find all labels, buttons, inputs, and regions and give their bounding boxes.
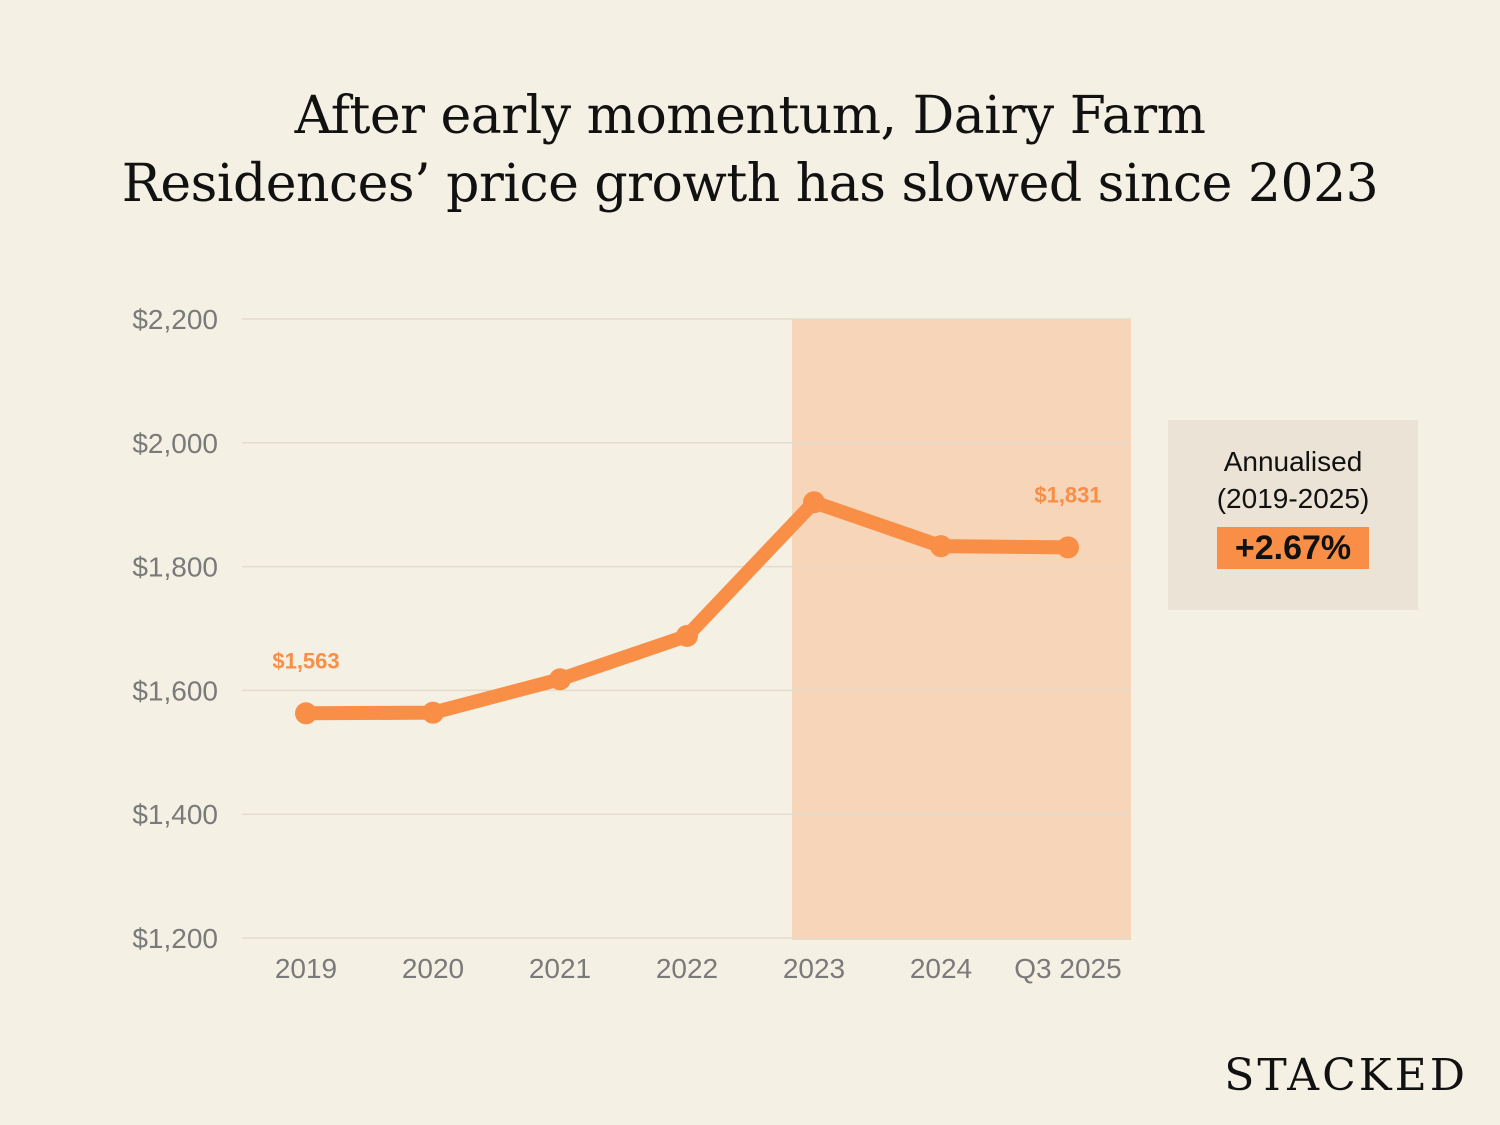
data-point — [422, 701, 444, 724]
data-label: $1,831 — [1034, 482, 1101, 507]
annualised-period: (2019-2025) — [1216, 483, 1370, 514]
stacked-logo: STACKED — [1224, 1050, 1468, 1101]
x-tick-label: 2022 — [656, 953, 718, 984]
x-tick-label: 2019 — [275, 953, 337, 984]
x-tick-label: 2020 — [402, 953, 464, 984]
data-label: $1,563 — [272, 648, 339, 673]
x-tick-label: 2024 — [910, 953, 972, 984]
data-point — [803, 491, 825, 514]
data-point — [676, 624, 698, 647]
y-tick-label: $2,200 — [132, 304, 218, 335]
data-point — [549, 668, 571, 691]
data-point — [295, 702, 317, 725]
chart-title: After early momentum, Dairy Farm Residen… — [0, 82, 1500, 218]
y-tick-label: $2,000 — [132, 428, 218, 459]
y-tick-label: $1,800 — [132, 552, 218, 583]
highlight-region — [792, 319, 1131, 940]
x-tick-label: Q3 2025 — [1014, 953, 1121, 984]
title-line-2: Residences’ price growth has slowed sinc… — [121, 154, 1379, 214]
annualised-value-badge: +2.67% — [1216, 527, 1370, 569]
title-line-1: After early momentum, Dairy Farm — [294, 86, 1206, 146]
annualised-label: Annualised — [1223, 446, 1363, 477]
data-point — [930, 535, 952, 558]
y-tick-label: $1,400 — [132, 799, 218, 830]
data-point — [1057, 536, 1079, 559]
x-tick-label: 2021 — [529, 953, 591, 984]
annualised-box: Annualised (2019-2025) +2.67% — [1168, 420, 1418, 610]
x-tick-label: 2023 — [783, 953, 845, 984]
y-tick-label: $1,200 — [132, 923, 218, 954]
y-tick-label: $1,600 — [132, 675, 218, 706]
